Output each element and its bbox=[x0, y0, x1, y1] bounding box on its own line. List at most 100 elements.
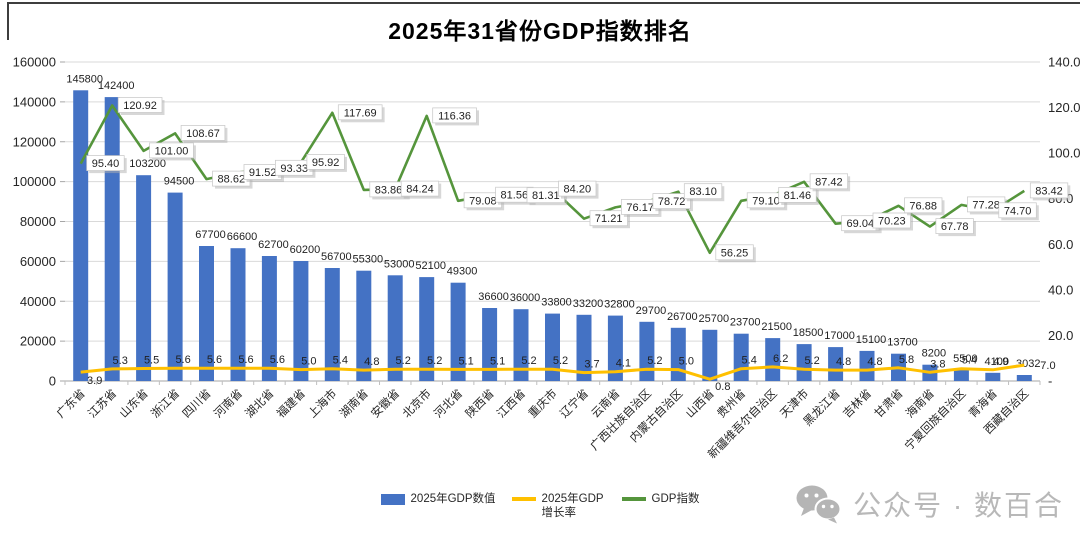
bar-value-label: 3032 bbox=[1016, 358, 1040, 370]
window-edge-top bbox=[7, 2, 1080, 4]
index-label-box bbox=[904, 197, 943, 214]
bar-value-label: 18500 bbox=[793, 327, 824, 339]
index-label-box bbox=[683, 183, 723, 200]
bar-value-label: 56700 bbox=[321, 251, 352, 263]
bar-value-label: 25700 bbox=[699, 313, 730, 325]
gdp-index-label: 101.00 bbox=[155, 145, 189, 157]
x-axis-label: 山东省 bbox=[117, 387, 151, 421]
growth-label: 4.8 bbox=[836, 356, 851, 368]
right-axis-label: 40.0 bbox=[1048, 282, 1073, 297]
bar bbox=[73, 90, 89, 382]
bar-value-label: 62700 bbox=[258, 239, 289, 251]
legend-item-growth: 2025年GDP增长率 bbox=[511, 492, 606, 521]
legend-label-index: GDP指数 bbox=[651, 493, 700, 505]
gdp-index-label: 120.92 bbox=[123, 100, 157, 112]
gdp-index-label: 79.10 bbox=[752, 195, 780, 207]
bar bbox=[639, 321, 655, 381]
index-label-box bbox=[872, 212, 911, 229]
growth-label: 5.4 bbox=[962, 355, 977, 367]
growth-label: 5.3 bbox=[113, 355, 128, 367]
bar bbox=[576, 314, 592, 381]
x-axis-label: 安徽省 bbox=[368, 386, 402, 420]
bar-value-label: 15100 bbox=[856, 334, 887, 346]
gdp-index-label: 88.62 bbox=[218, 174, 246, 186]
bar bbox=[419, 277, 435, 381]
gdp-index-label: 56.25 bbox=[721, 247, 749, 259]
bar bbox=[828, 347, 844, 381]
growth-label: 6.2 bbox=[773, 353, 788, 365]
growth-label: 5.2 bbox=[427, 355, 442, 367]
growth-label: 5.1 bbox=[490, 355, 505, 367]
growth-label: 5.4 bbox=[333, 355, 348, 367]
gdp-index-label: 117.69 bbox=[344, 107, 377, 119]
bar bbox=[167, 192, 183, 381]
growth-label: 5.6 bbox=[270, 354, 285, 366]
bar-value-label: 36600 bbox=[478, 291, 509, 303]
index-label-box bbox=[558, 180, 597, 197]
growth-label: 5.2 bbox=[396, 355, 411, 367]
growth-label: 5.2 bbox=[553, 355, 568, 367]
growth-label: 4.8 bbox=[867, 356, 882, 368]
bar bbox=[670, 327, 686, 381]
gdp-index-label: 108.67 bbox=[186, 128, 220, 140]
gdp-index-label: 76.88 bbox=[909, 200, 937, 212]
combo-chart: 160000 140000 120000 100000 80000 60000 40000 2… bbox=[13, 55, 1080, 462]
bar bbox=[513, 309, 529, 381]
bar-value-label: 52100 bbox=[415, 260, 446, 272]
bar bbox=[702, 329, 718, 381]
watermark-text: 公众号 · 数百合 bbox=[853, 490, 1064, 521]
x-axis-label: 河北省 bbox=[432, 387, 466, 421]
bar-value-label: 142400 bbox=[98, 80, 135, 92]
gdp-index-label: 83.42 bbox=[1035, 185, 1063, 197]
x-axis-label: 辽宁省 bbox=[557, 386, 591, 420]
bar-value-label: 5500 bbox=[953, 353, 977, 365]
legend-swatch-bar bbox=[380, 494, 405, 505]
bar-value-label: 33800 bbox=[541, 297, 572, 309]
x-axis-label: 河南省 bbox=[211, 386, 245, 420]
gdp-index-label: 70.23 bbox=[878, 216, 906, 228]
bar bbox=[261, 256, 277, 381]
right-axis-label: 60.0 bbox=[1048, 237, 1073, 252]
bar bbox=[953, 370, 969, 381]
index-label-box bbox=[432, 107, 477, 124]
left-axis-label: 80000 bbox=[20, 214, 56, 229]
index-label-box bbox=[589, 210, 628, 227]
bar bbox=[607, 315, 623, 381]
index-label-box bbox=[998, 202, 1037, 219]
gdp-index-label: 76.17 bbox=[626, 202, 654, 214]
growth-label: 5.2 bbox=[804, 355, 819, 367]
growth-label: 5.4 bbox=[742, 355, 757, 367]
watermark: 公众号 · 数百合 bbox=[795, 484, 1064, 524]
growth-label: 4.9 bbox=[993, 356, 1008, 368]
gdp-index-label: 95.92 bbox=[312, 157, 340, 169]
bar bbox=[1016, 375, 1032, 381]
index-label-box bbox=[337, 104, 383, 121]
left-axis-label: 20000 bbox=[20, 334, 56, 349]
growth-label: 4.8 bbox=[364, 356, 379, 368]
right-axis-label: 120.0 bbox=[1048, 100, 1080, 115]
right-axis-label: - bbox=[1048, 374, 1052, 389]
bar bbox=[324, 268, 340, 381]
gdp-index-label: 77.28 bbox=[972, 199, 1000, 211]
gdp-index-label: 93.33 bbox=[280, 163, 308, 175]
bar bbox=[985, 372, 1001, 381]
bar-value-label: 36000 bbox=[510, 292, 541, 304]
left-axis-label: 140000 bbox=[13, 94, 56, 109]
x-axis-label: 内蒙古自治区 bbox=[627, 386, 686, 445]
wechat-icon bbox=[796, 485, 842, 524]
bar bbox=[387, 275, 403, 381]
legend-label-growth: 2025年GDP增长率 bbox=[541, 493, 604, 520]
bar bbox=[482, 308, 498, 381]
growth-label: 5.0 bbox=[679, 356, 694, 368]
gdp-index-label: 71.21 bbox=[595, 213, 623, 225]
gdp-index-label: 87.42 bbox=[815, 176, 843, 188]
growth-label: 5.8 bbox=[899, 354, 914, 366]
right-axis-label: 100.0 bbox=[1048, 146, 1080, 161]
legend: 2025年GDP数值 2025年GDP增长率 GDP指数 bbox=[0, 492, 1080, 521]
legend-swatch-index-line bbox=[621, 497, 646, 501]
index-label-box bbox=[935, 218, 974, 234]
index-label-box bbox=[86, 155, 125, 171]
bar-value-label: 55300 bbox=[353, 254, 384, 266]
x-axis-label: 江苏省 bbox=[86, 387, 120, 421]
x-axis-label: 浙江省 bbox=[149, 387, 183, 421]
